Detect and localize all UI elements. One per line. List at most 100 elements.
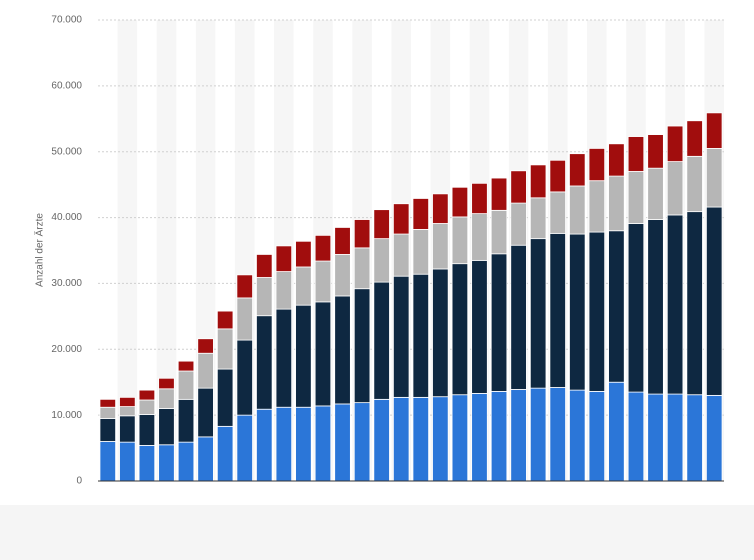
bar-segment [119, 415, 136, 443]
bar-segment [666, 161, 684, 216]
bar-segment [432, 396, 449, 482]
stripe [117, 20, 138, 481]
bar-segment [197, 352, 214, 389]
bar-segment [549, 232, 566, 388]
bar-segment [158, 408, 175, 446]
bar-segment [647, 167, 664, 220]
bar-segment [256, 277, 273, 317]
bar-segment [138, 445, 156, 482]
bar-segment [569, 233, 586, 391]
bar-segment [119, 396, 136, 407]
bar-segment [177, 398, 195, 443]
bar-segment [471, 259, 488, 394]
y-tick-label: 70.000 [51, 15, 82, 26]
bar-segment [216, 425, 234, 482]
bar-segment [666, 214, 684, 395]
bar-segment [666, 125, 684, 162]
stripe [156, 20, 177, 481]
bar-segment [490, 209, 508, 255]
bar-segment [529, 387, 547, 482]
bar-segment [510, 389, 527, 482]
bar-segment [99, 406, 117, 419]
bar-segment [490, 391, 508, 482]
bar-segment [686, 394, 703, 482]
bar-segment [334, 254, 351, 297]
bar-segment [412, 273, 430, 398]
bar-segment [549, 191, 566, 234]
bar-segment [569, 389, 586, 482]
bar-segment [314, 260, 332, 303]
bar-segment [216, 310, 234, 330]
bar-segment [314, 301, 332, 407]
bar-segment [549, 387, 566, 482]
bar-segment [295, 304, 312, 408]
bar-segment [647, 134, 664, 169]
bar-segment [569, 185, 586, 235]
bar-segment [471, 393, 488, 482]
bar-segment [373, 238, 390, 283]
bar-segment [451, 394, 469, 482]
bar-segment [177, 441, 195, 482]
bar-segment [119, 441, 136, 482]
bar-segment [432, 193, 449, 224]
bar-segment [197, 436, 214, 482]
bar-segment [490, 253, 508, 392]
bar-segment [236, 414, 253, 482]
bar-segment [627, 136, 645, 172]
y-tick-label: 60.000 [51, 80, 82, 91]
bar-segment [138, 389, 156, 401]
bar-segment [197, 387, 214, 438]
bar-segment [432, 268, 449, 398]
bar-segment [490, 177, 508, 211]
bar-segment [334, 295, 351, 405]
y-tick-label: 30.000 [51, 278, 82, 289]
bar-segment [608, 381, 625, 482]
bar-segment [432, 223, 449, 270]
bar-segment [549, 159, 566, 193]
bar-segment [647, 393, 664, 482]
bar-segment [412, 198, 430, 230]
bar-segment [275, 271, 293, 310]
y-tick-label: 40.000 [51, 212, 82, 223]
bar-segment [686, 211, 703, 396]
bar-segment [197, 338, 214, 354]
bar-segment [627, 223, 645, 393]
bar-segment [314, 234, 332, 262]
bar-segment [608, 143, 625, 177]
bar-segment [295, 240, 312, 268]
bar-segment [373, 398, 390, 482]
bar-segment [177, 360, 195, 372]
bar-segment [334, 403, 351, 482]
bar-segment [216, 368, 234, 427]
bar-segment [353, 219, 371, 249]
bar-segment [392, 275, 410, 398]
bar-segment [627, 171, 645, 224]
bar-segment [119, 406, 136, 417]
bar-segment [627, 391, 645, 482]
bar-segment [353, 288, 371, 404]
bar-segment [510, 202, 527, 246]
bar-segment [256, 254, 273, 278]
bar-segment [99, 398, 117, 408]
bar-segment [138, 414, 156, 446]
bar-segment [373, 281, 390, 400]
bar-segment [314, 405, 332, 482]
bar-segment [471, 182, 488, 215]
bar-segment [569, 153, 586, 187]
bar-segment [392, 396, 410, 482]
bar-segment [275, 245, 293, 272]
bar-segment [99, 441, 117, 482]
y-tick-label: 10.000 [51, 410, 82, 421]
bar-segment [510, 170, 527, 204]
bar-segment [451, 263, 469, 396]
bar-segment [686, 155, 703, 213]
bar-segment [392, 203, 410, 235]
bar-segment [158, 388, 175, 409]
bar-segment [256, 315, 273, 410]
bar-segment [588, 231, 606, 392]
bar-segment [647, 219, 664, 395]
bar-segment [275, 406, 293, 482]
bar-segment [471, 213, 488, 261]
bar-segment [392, 233, 410, 277]
